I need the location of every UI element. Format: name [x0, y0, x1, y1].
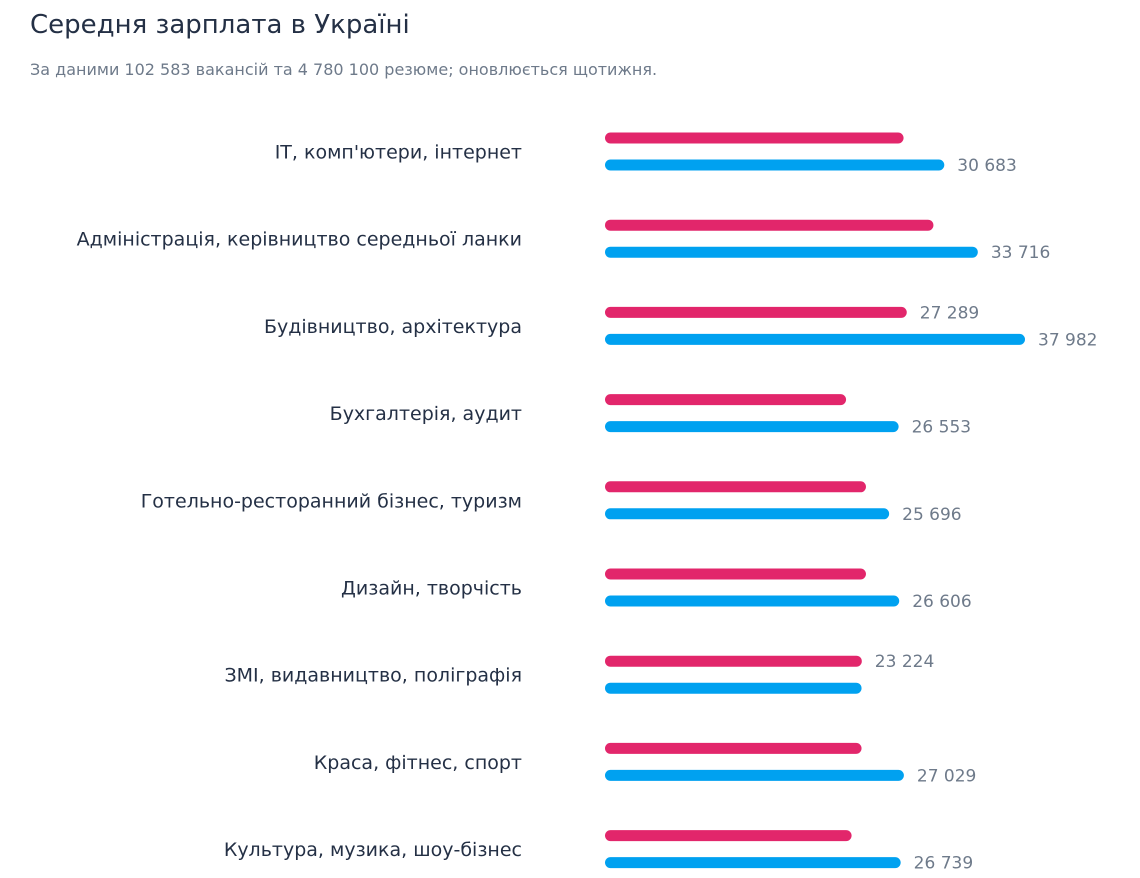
bar-series-b: [605, 333, 1025, 345]
category-label: Бухгалтерія, аудит: [330, 403, 522, 425]
bar-series-b: [605, 246, 978, 258]
bar-series-b: [605, 857, 901, 869]
value-label-series-b: 26 739: [914, 854, 973, 874]
bar-series-a: [605, 394, 847, 406]
bar-series-a: [605, 132, 904, 144]
bar-series-a: [605, 742, 862, 754]
bar-series-a: [605, 568, 866, 580]
value-label-series-b: 26 606: [912, 592, 971, 612]
bar-series-a: [605, 830, 852, 842]
category-label: Краса, фітнес, спорт: [314, 752, 522, 774]
bar-series-a: [605, 481, 866, 493]
value-label-series-a: 27 289: [920, 303, 979, 323]
chart-subtitle: За даними 102 583 вакансій та 4 780 100 …: [30, 60, 658, 79]
category-label: IT, комп'ютери, інтернет: [275, 142, 522, 164]
value-label-series-a: 23 224: [875, 652, 934, 672]
value-label-series-b: 33 716: [991, 243, 1050, 263]
bar-series-b: [605, 682, 862, 694]
value-label-series-b: 30 683: [957, 156, 1016, 176]
bar-series-a: [605, 655, 862, 667]
category-label: ЗМІ, видавництво, поліграфія: [224, 665, 522, 687]
value-label-series-b: 26 553: [912, 418, 971, 438]
value-label-series-b: 37 982: [1038, 330, 1097, 350]
bar-series-b: [605, 508, 890, 520]
bar-series-b: [605, 159, 945, 171]
bar-series-a: [605, 306, 907, 318]
bar-series-b: [605, 595, 900, 607]
category-label: Культура, музика, шоу-бізнес: [224, 839, 522, 861]
category-label: Дизайн, творчість: [341, 578, 522, 600]
category-label: Готельно-ресторанний бізнес, туризм: [141, 490, 522, 512]
value-label-series-b: 25 696: [902, 505, 961, 525]
category-label: Будівництво, архітектура: [264, 316, 522, 338]
chart-title: Середня зарплата в Україні: [30, 10, 410, 40]
category-label: Адміністрація, керівництво середньої лан…: [77, 229, 522, 251]
bar-series-b: [605, 421, 899, 433]
value-label-series-b: 27 029: [917, 766, 976, 786]
bar-series-b: [605, 769, 904, 781]
bar-series-a: [605, 219, 934, 231]
